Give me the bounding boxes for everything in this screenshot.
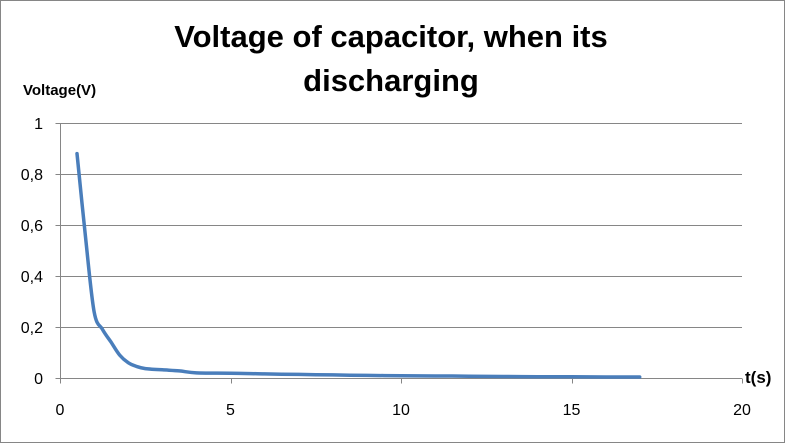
y-tick-label: 0,8	[21, 167, 43, 184]
y-axis-label: Voltage(V)	[23, 82, 96, 99]
y-tick-label: 0	[34, 371, 43, 388]
y-tick-label: 0,6	[21, 218, 43, 235]
x-tick-label: 5	[226, 402, 235, 419]
grid-lines	[60, 123, 742, 328]
y-tick-label: 0,4	[21, 269, 43, 286]
x-axis-label: t(s)	[745, 368, 771, 387]
series	[75, 151, 642, 379]
x-tick-label: 20	[733, 402, 751, 419]
y-tick-label: 0,2	[21, 320, 43, 337]
x-tick-label: 10	[392, 402, 410, 419]
x-tick-label: 0	[56, 402, 65, 419]
axes	[55, 123, 743, 384]
x-tick-label: 15	[563, 402, 581, 419]
tick-labels: 00,20,40,60,810 5 10 15 20	[21, 116, 751, 419]
series-line-0	[75, 151, 642, 379]
y-tick-label: 1	[34, 116, 43, 133]
chart-title: Voltage of capacitor, when its dischargi…	[174, 19, 608, 98]
